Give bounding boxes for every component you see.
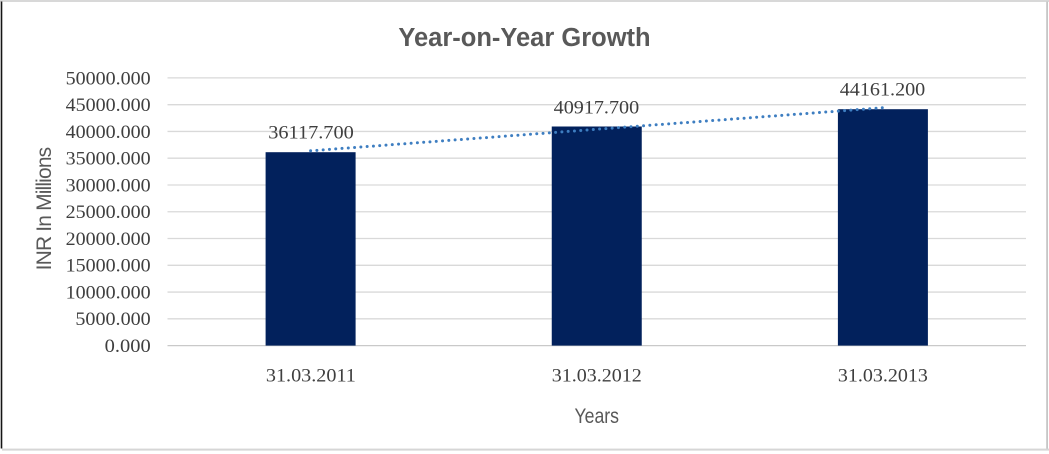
svg-text:25000.000: 25000.000 xyxy=(66,202,151,223)
svg-text:15000.000: 15000.000 xyxy=(66,256,151,277)
svg-text:5000.000: 5000.000 xyxy=(75,309,150,330)
svg-text:20000.000: 20000.000 xyxy=(66,229,151,250)
svg-text:44161.200: 44161.200 xyxy=(840,79,926,100)
svg-text:0.000: 0.000 xyxy=(105,336,151,357)
svg-text:Year-on-Year Growth: Year-on-Year Growth xyxy=(398,24,650,52)
svg-text:40917.700: 40917.700 xyxy=(554,98,640,119)
svg-text:45000.000: 45000.000 xyxy=(66,95,151,116)
svg-text:36117.700: 36117.700 xyxy=(268,123,354,144)
svg-text:40000.000: 40000.000 xyxy=(66,122,151,143)
svg-text:10000.000: 10000.000 xyxy=(66,282,151,303)
svg-text:31.03.2011: 31.03.2011 xyxy=(266,366,356,387)
svg-text:Years: Years xyxy=(574,405,619,428)
svg-text:35000.000: 35000.000 xyxy=(66,149,151,170)
svg-text:50000.000: 50000.000 xyxy=(66,68,151,89)
svg-text:INR In Millions: INR In Millions xyxy=(33,147,56,270)
svg-text:31.03.2013: 31.03.2013 xyxy=(838,366,928,387)
svg-text:30000.000: 30000.000 xyxy=(66,175,151,196)
svg-text:31.03.2012: 31.03.2012 xyxy=(552,366,642,387)
